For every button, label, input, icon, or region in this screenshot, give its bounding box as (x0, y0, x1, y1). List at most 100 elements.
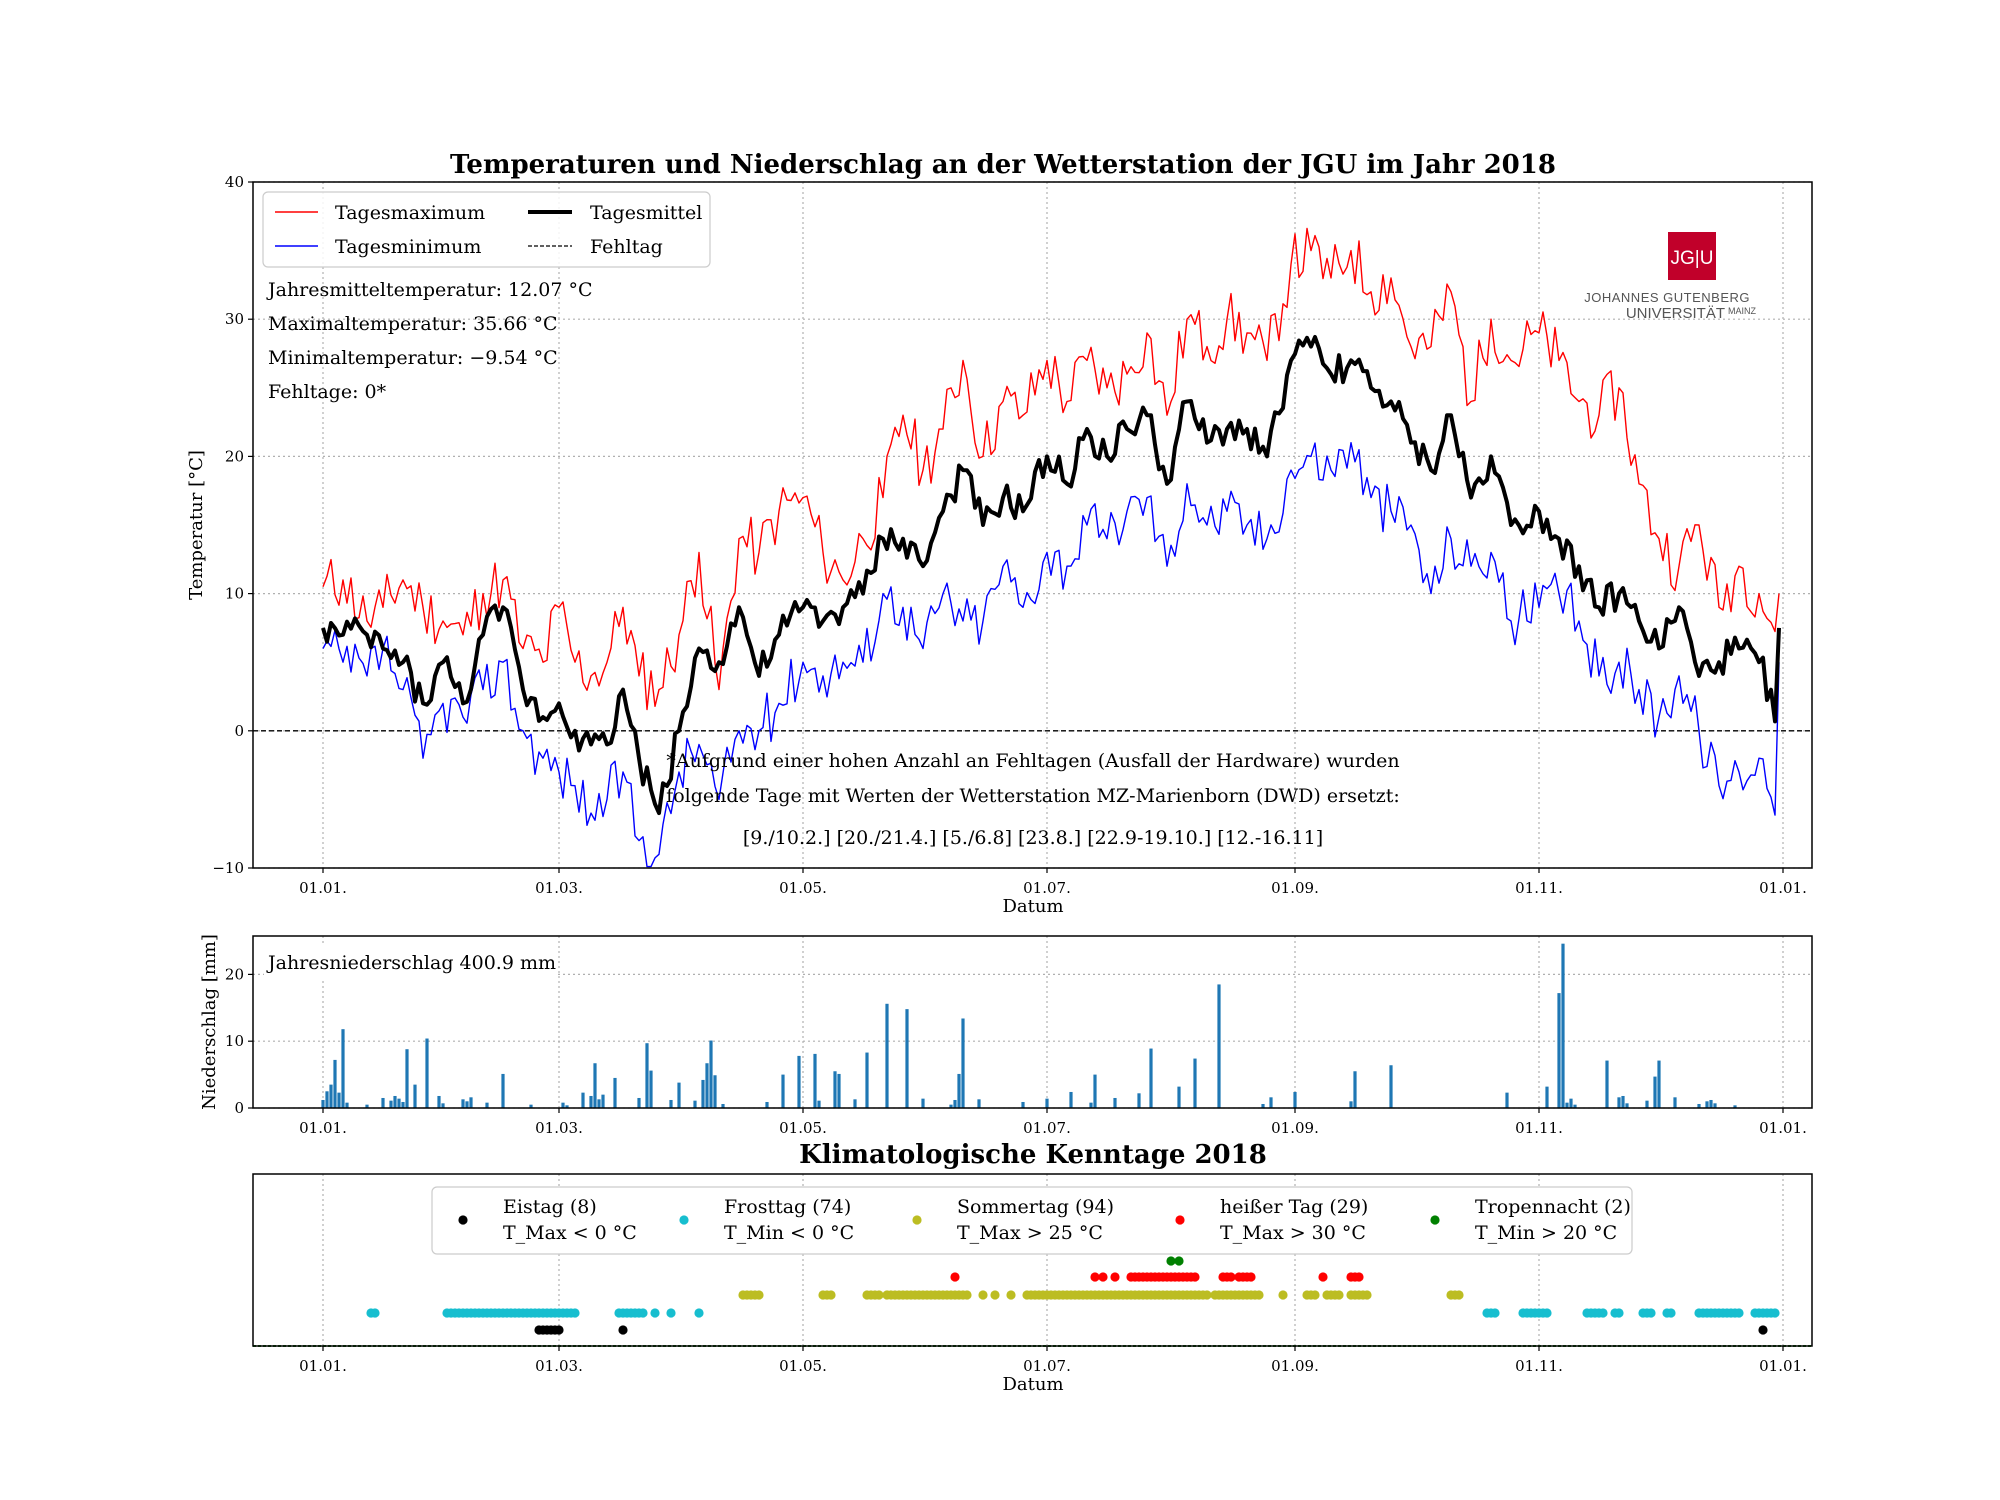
prec-bar (1193, 1058, 1197, 1108)
prec-bar (1645, 1100, 1649, 1108)
prec-bar (589, 1095, 593, 1108)
heisser-tag-dot (1190, 1272, 1200, 1282)
prec-ytick-label-1: 10 (225, 1032, 244, 1050)
tropennacht-dot (1174, 1256, 1184, 1266)
temp-ytick-label-1: 0 (234, 722, 244, 740)
temp-ytick-label-5: 40 (225, 173, 244, 191)
prec-bar (561, 1102, 565, 1108)
prec-bar (461, 1099, 465, 1108)
prec-bar (961, 1018, 965, 1108)
legend-label-min: Tagesminimum (335, 236, 481, 258)
prec-bar (905, 1009, 909, 1108)
prec-bar (1713, 1103, 1717, 1108)
prec-bar (1545, 1086, 1549, 1108)
prec-xtick-label-3: 01.07. (1023, 1119, 1071, 1137)
kd-xtick-label-0: 01.01. (299, 1357, 347, 1375)
prec-bar (333, 1059, 337, 1108)
prec-bar (1561, 943, 1565, 1108)
prec-bar (1625, 1103, 1629, 1108)
prec-bar (713, 1075, 717, 1108)
prec-bar (1705, 1101, 1709, 1108)
prec-bar (1177, 1086, 1181, 1108)
sommertag-dot (874, 1290, 884, 1300)
prec-bar (837, 1073, 841, 1108)
sommertag-dot (1202, 1290, 1212, 1300)
prec-bar (833, 1071, 837, 1108)
prec-bar (381, 1097, 385, 1108)
prec-bar (1733, 1105, 1737, 1108)
prec-bar (389, 1100, 393, 1108)
sommertag-dot (1362, 1290, 1372, 1300)
prec-bar (1089, 1102, 1093, 1108)
temp-ytick-label-2: 10 (225, 585, 244, 603)
note-line-2: folgende Tage mit Werten der Wetterstati… (666, 785, 1400, 807)
prec-bar (957, 1073, 961, 1108)
prec-bar (1113, 1097, 1117, 1108)
heisser-tag-dot (1110, 1272, 1120, 1282)
temperature-y-axis-label: Temperatur [°C] (186, 450, 207, 600)
prec-bar (949, 1104, 953, 1108)
prec-bar (397, 1098, 401, 1108)
prec-xtick-label-5: 01.11. (1515, 1119, 1563, 1137)
prec-bar (1505, 1092, 1509, 1108)
prec-bar (437, 1095, 441, 1108)
kd-legend-label-2: Sommertag (94) (957, 1196, 1114, 1218)
sommertag-dot (962, 1290, 972, 1300)
prec-bar (1621, 1095, 1625, 1108)
prec-bar (329, 1084, 333, 1108)
temp-xtick-label-2: 01.05. (779, 879, 827, 897)
prec-bar (1021, 1101, 1025, 1108)
prec-bar (1573, 1104, 1577, 1108)
series-tagesmaximum (322, 227, 1780, 711)
prec-bar (1093, 1074, 1097, 1108)
stat-annual-mean: Jahresmitteltemperatur: 12.07 °C (266, 279, 593, 301)
temperature-plot-frame (252, 181, 1813, 869)
prec-bar (581, 1092, 585, 1108)
prec-bar (1269, 1097, 1273, 1108)
frosttag-dot (1646, 1308, 1656, 1318)
prec-bar (469, 1097, 473, 1108)
prec-bar (1657, 1060, 1661, 1108)
sommertag-dot (990, 1290, 1000, 1300)
prec-ytick-label-0: 0 (234, 1099, 244, 1117)
prec-bar (781, 1074, 785, 1108)
prec-xtick-label-2: 01.05. (779, 1119, 827, 1137)
kd-xtick-label-2: 01.05. (779, 1357, 827, 1375)
prec-bar (637, 1097, 641, 1108)
prec-bar (593, 1063, 597, 1108)
eistag-dot (554, 1325, 564, 1335)
stat-max: Maximaltemperatur: 35.66 °C (268, 313, 558, 335)
prec-bar (405, 1049, 409, 1108)
kd-legend-marker-3 (1175, 1215, 1185, 1225)
frosttag-dot (1490, 1308, 1500, 1318)
sommertag-dot (1254, 1290, 1264, 1300)
note-line-3: [9./10.2.] [20./21.4.] [5./6.8] [23.8.] … (743, 827, 1323, 849)
prec-bar (413, 1084, 417, 1108)
prec-bar (1673, 1097, 1677, 1108)
stat-missing-days: Fehltage: 0* (268, 381, 387, 403)
prec-bar (1565, 1102, 1569, 1108)
kd-legend-rule-3: T_Max > 30 °C (1220, 1222, 1366, 1244)
frosttag-dot (570, 1308, 580, 1318)
prec-xtick-label-0: 01.01. (299, 1119, 347, 1137)
temp-xtick-label-3: 01.07. (1023, 879, 1071, 897)
kd-legend-rule-0: T_Max < 0 °C (503, 1222, 637, 1244)
prec-bar (1617, 1097, 1621, 1108)
prec-bar (645, 1043, 649, 1108)
temperature-legend: Tagesmaximum Tagesminimum Tagesmittel Fe… (262, 191, 711, 268)
heisser-tag-dot (1098, 1272, 1108, 1282)
temp-ytick-label-4: 30 (225, 310, 244, 328)
keydays-legend: Eistag (8) T_Max < 0 °C Frosttag (74) T_Min… (431, 1186, 1633, 1255)
prec-bar (1149, 1048, 1153, 1108)
prec-bar (1697, 1103, 1701, 1108)
prec-bar (601, 1094, 605, 1108)
frosttag-dot (1770, 1308, 1780, 1318)
kd-legend-label-3: heißer Tag (29) (1220, 1196, 1368, 1218)
sommertag-dot (754, 1290, 764, 1300)
prec-bar (325, 1091, 329, 1108)
temperature-x-axis-label: Datum (1002, 896, 1063, 917)
heisser-tag-dot (1318, 1272, 1328, 1282)
kd-legend-marker-2 (912, 1215, 922, 1225)
prec-bar (865, 1052, 869, 1108)
